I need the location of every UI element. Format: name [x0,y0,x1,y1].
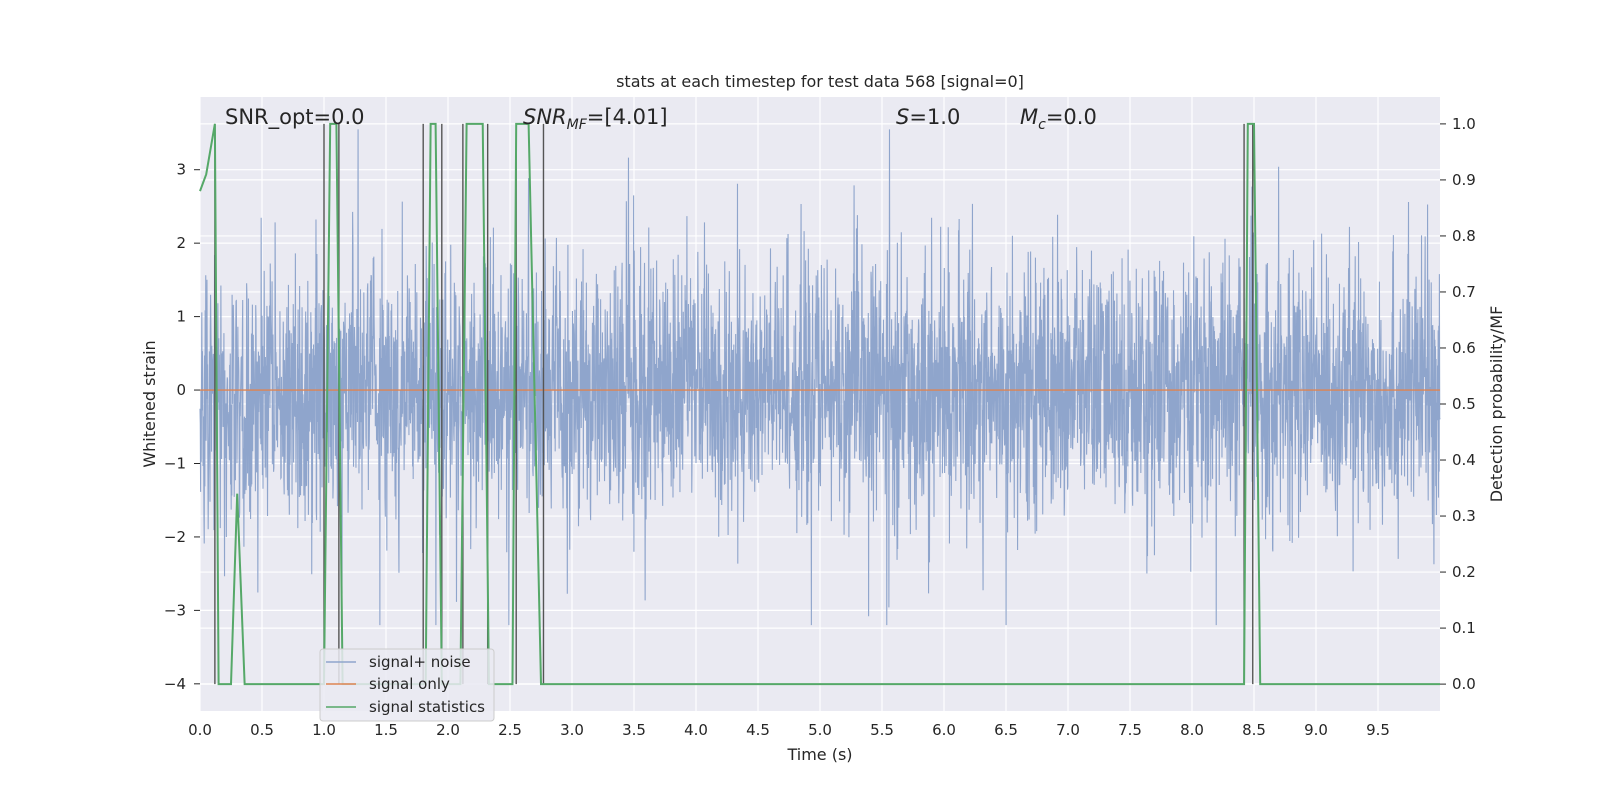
y-tick-label: 3 [176,161,186,179]
x-tick-label: 0.0 [188,721,212,739]
s-main: S [896,105,909,129]
y2-tick-label: 0.8 [1452,227,1476,245]
x-tick-label: 7.5 [1118,721,1142,739]
y2-tick-label: 0.0 [1452,675,1476,693]
y2-axis-ticks: 1.0 0.9 0.8 0.7 0.6 0.5 0.4 0.3 0.2 0.1 0.0 [1440,115,1476,693]
x-tick-label: 7.0 [1056,721,1080,739]
x-tick-label: 4.5 [746,721,770,739]
y2-tick-label: 0.3 [1452,507,1476,525]
y2-tick-label: 0.6 [1452,339,1476,357]
x-tick-label: 2.0 [436,721,460,739]
y2-tick-label: 1.0 [1452,115,1476,133]
legend-label-stats: signal statistics [369,698,485,716]
snr-mf-sub: MF [567,117,588,133]
y-tick-label: −2 [164,528,186,546]
legend-box [319,648,495,722]
y2-tick-label: 0.4 [1452,451,1476,469]
mc-main: M [1020,105,1038,129]
y2-tick-label: 0.7 [1452,283,1476,301]
noise-series [199,129,1441,626]
x-tick-label: 5.5 [870,721,894,739]
y-tick-label: −3 [164,601,186,619]
y2-tick-label: 0.2 [1452,563,1476,581]
snr-mf-main: SNR [523,105,567,129]
x-tick-label: 8.0 [1180,721,1204,739]
s-annotation: S=1.0 [896,105,960,129]
x-axis-ticks: 0.0 0.5 1.0 1.5 2.0 2.5 3.0 3.5 4.0 4.5 5.0 5.5 6.0 6… [188,721,1390,739]
x-tick-label: 8.5 [1242,721,1266,739]
x-tick-label: 6.5 [994,721,1018,739]
y-tick-label: 0 [176,381,186,399]
noise-line [199,129,1441,626]
x-tick-label: 5.0 [808,721,832,739]
y-tick-label: 2 [176,234,186,252]
legend: signal+ noise signal only signal statist… [319,648,495,722]
mc-value: =0.0 [1046,105,1097,129]
x-tick-label: 3.5 [622,721,646,739]
y2-axis-label: Detection probability/MF [1487,306,1506,503]
s-value: =1.0 [909,105,960,129]
legend-label-noise: signal+ noise [369,653,471,671]
snr-opt-annotation: SNR_opt=0.0 [225,105,365,130]
x-tick-label: 6.0 [932,721,956,739]
x-tick-label: 1.0 [312,721,336,739]
x-tick-label: 9.5 [1366,721,1390,739]
mc-sub: c [1038,117,1046,133]
y-tick-label: −1 [164,454,186,472]
y2-tick-label: 0.1 [1452,619,1476,637]
legend-label-signal: signal only [369,675,450,693]
y-tick-label: −4 [164,675,186,693]
y-axis-ticks: 3 2 1 0 −1 −2 −3 −4 [164,161,200,693]
x-tick-label: 1.5 [374,721,398,739]
x-tick-label: 9.0 [1304,721,1328,739]
y-tick-label: 1 [176,308,186,326]
chart-title: stats at each timestep for test data 568… [616,72,1024,91]
snr-mf-value: =[4.01] [587,105,668,129]
y2-tick-label: 0.5 [1452,395,1476,413]
x-tick-label: 0.5 [250,721,274,739]
y-axis-label: Whitened strain [140,340,159,467]
x-axis-label: Time (s) [786,745,852,764]
y2-tick-label: 0.9 [1452,171,1476,189]
x-tick-label: 2.5 [498,721,522,739]
x-tick-label: 3.0 [560,721,584,739]
x-tick-label: 4.0 [684,721,708,739]
mc-annotation: Mc=0.0 [1020,105,1097,133]
snr-mf-annotation: SNRMF=[4.01] [523,105,668,133]
